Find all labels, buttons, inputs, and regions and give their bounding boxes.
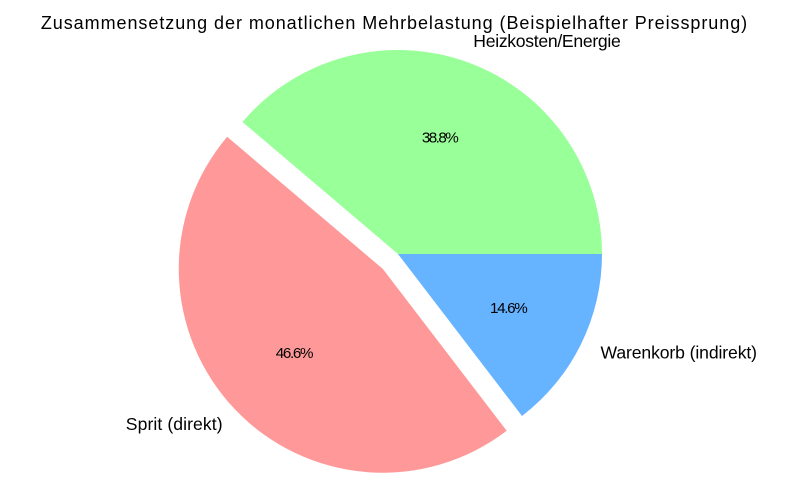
svg-text:Sprit (direkt): Sprit (direkt) [126,414,223,434]
svg-text:Heizkosten/Energie: Heizkosten/Energie [473,31,621,51]
svg-text:46.6%: 46.6% [276,345,314,362]
svg-text:Warenkorb (indirekt): Warenkorb (indirekt) [601,343,758,363]
svg-text:38.8%: 38.8% [422,129,459,146]
svg-text:Zusammensetzung der monatliche: Zusammensetzung der monatlichen Mehrbela… [41,13,747,33]
svg-text:14.6%: 14.6% [490,300,528,317]
